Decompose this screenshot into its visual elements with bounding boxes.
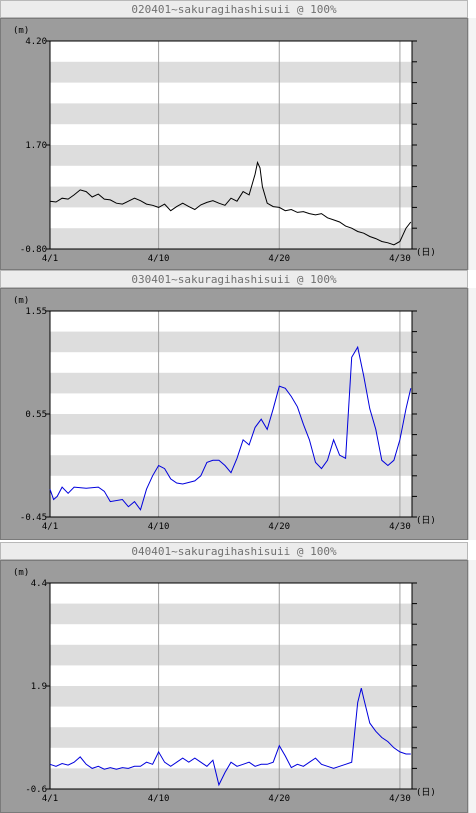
chart-window-2003: 030401~sakuragihashisuii @ 100% (m) 1.55 0… (0, 270, 476, 540)
grid-band (50, 644, 412, 666)
grid-band (50, 414, 412, 435)
x-tick-label: 4/30 (389, 254, 411, 264)
water-level-chart: (m)4.20 1.70 -0.804/1 4/10 4/20 4/30 (日) (13, 26, 436, 264)
water-level-series-line (49, 345, 412, 511)
window-title: 040401~sakuragihashisuii @ 100% (0, 542, 468, 560)
plot-frame (49, 310, 413, 518)
window-edge (468, 560, 476, 813)
grid-band (50, 372, 412, 394)
x-tick-label: 4/10 (148, 254, 170, 264)
chart-window-2002: 020401~sakuragihashisuii @ 100% (m) 4.20 1… (0, 0, 476, 270)
x-unit-label: (日) (416, 247, 436, 258)
y-unit-label: (m) (13, 296, 29, 306)
grid-band (50, 686, 412, 707)
grid-band (50, 103, 412, 125)
x-tick-label: 4/20 (268, 794, 290, 804)
y-tick-label: 4.4 (31, 579, 47, 589)
water-level-series-line (49, 160, 412, 246)
water-level-series-line (49, 687, 411, 787)
y-tick-label: 0.55 (25, 410, 47, 420)
grid-band (50, 603, 412, 625)
y-tick-label: 1.70 (25, 141, 47, 151)
chart-panel: (m) 1.55 0.55 -0.45 4/1 4/10 4/20 4/30 (日) (0, 288, 468, 540)
x-tick-label: 4/30 (389, 522, 411, 532)
y-tick-label: 1.9 (31, 682, 47, 692)
grid-band (50, 496, 412, 517)
window-title: 030401~sakuragihashisuii @ 100% (0, 270, 468, 288)
grid-band (50, 768, 412, 789)
x-tick-label: 4/1 (42, 794, 58, 804)
y-tick-label: -0.6 (25, 785, 47, 795)
y-tick-label: 1.55 (25, 307, 47, 317)
chart-window-2004: 040401~sakuragihashisuii @ 100% (m) 4.4 1.… (0, 542, 476, 813)
x-tick-label: 4/30 (389, 794, 411, 804)
grid-band (50, 727, 412, 748)
grid-band (50, 455, 412, 476)
grid-band (50, 61, 412, 83)
grid-band (50, 145, 412, 166)
water-level-chart: (m)1.55 0.55 -0.454/1 4/10 4/20 4/30 (日) (13, 296, 436, 532)
x-unit-label: (日) (416, 787, 436, 798)
y-unit-label: (m) (13, 26, 29, 36)
x-tick-label: 4/1 (42, 254, 58, 264)
grid-band (50, 331, 412, 353)
x-tick-label: 4/10 (148, 794, 170, 804)
x-tick-label: 4/20 (268, 254, 290, 264)
chart-panel: (m) 4.4 1.9 -0.6 4/1 4/10 4/20 4/30 (日) (0, 560, 468, 813)
plot-frame (49, 40, 413, 250)
water-level-chart: (m)4.4 1.9 -0.64/1 4/10 4/20 4/30 (日) (13, 568, 436, 804)
x-tick-label: 4/20 (268, 522, 290, 532)
grid-band (50, 186, 412, 208)
chart-panel: (m) 4.20 1.70 -0.80 4/1 4/10 4/20 4/30 (日) (0, 18, 468, 270)
y-tick-label: -0.80 (20, 245, 47, 255)
y-unit-label: (m) (13, 568, 29, 578)
x-tick-label: 4/10 (148, 522, 170, 532)
x-unit-label: (日) (416, 515, 436, 526)
grid-band (50, 228, 412, 249)
window-edge (468, 18, 476, 270)
window-title: 020401~sakuragihashisuii @ 100% (0, 0, 468, 18)
x-tick-label: 4/1 (42, 522, 58, 532)
plot-frame (49, 582, 413, 790)
y-tick-label: 4.20 (25, 37, 47, 47)
window-edge (468, 288, 476, 540)
y-tick-label: -0.45 (20, 513, 47, 523)
